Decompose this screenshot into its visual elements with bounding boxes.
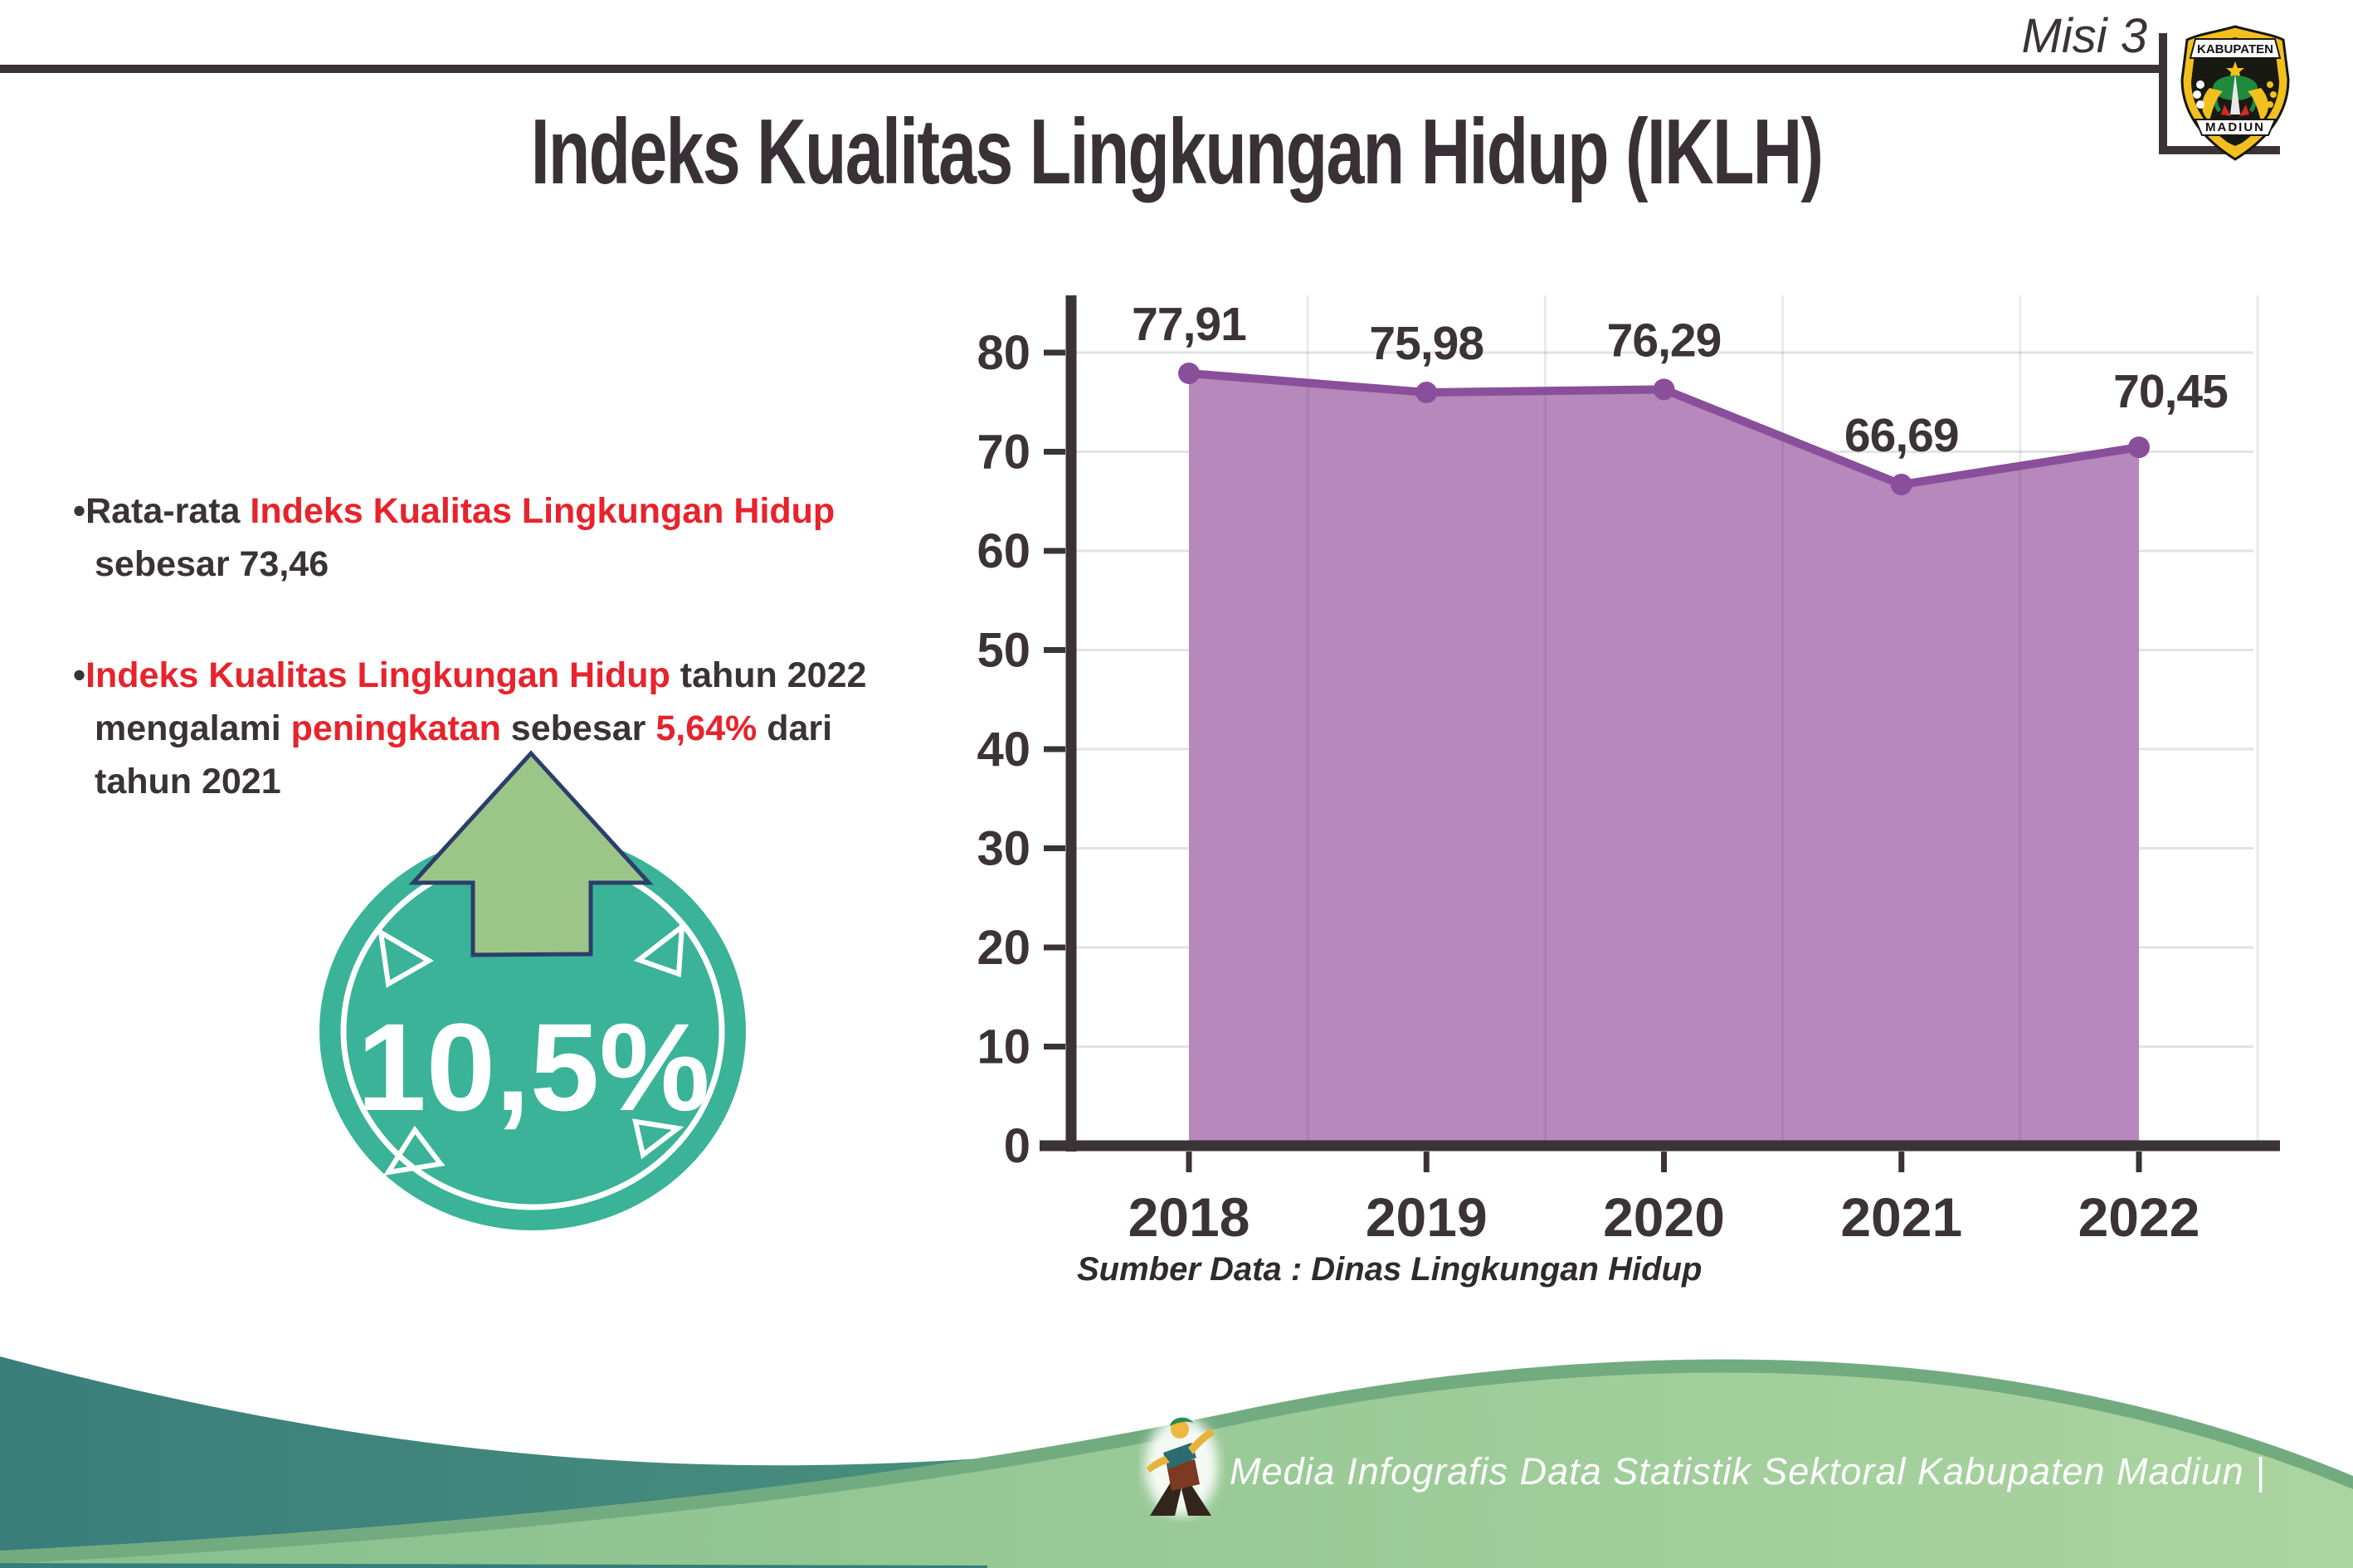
highlight-peningkatan: peningkatan (290, 709, 501, 748)
data-label: 77,91 (1132, 298, 1246, 351)
footer-credit: Media Infografis Data Statistik Sektoral… (1230, 1450, 2266, 1493)
page-title-wrap: Indeks Kualitas Lingkungan Hidup (IKLH) (0, 100, 2353, 203)
misi-label: Misi 3 (2021, 9, 2147, 63)
bullet-line: •Rata-rata Indeks Kualitas Lingkungan Hi… (73, 491, 835, 531)
up-arrow-icon (408, 750, 654, 957)
iklh-area-chart: 0 10 20 30 40 50 60 70 80 2018 2019 2020 2021 2022 77,… (977, 295, 2280, 1248)
y-tick-label: 20 (977, 921, 1030, 975)
y-tick-label: 30 (977, 822, 1030, 876)
x-tick-label: 2022 (2078, 1186, 2200, 1248)
y-tick-label: 50 (977, 624, 1030, 678)
data-point (1178, 362, 1200, 384)
badge-triangle-icon (382, 1125, 446, 1176)
insight-bullet-average: •Rata-rata Indeks Kualitas Lingkungan Hi… (73, 485, 1027, 591)
logo-banner (2194, 119, 2277, 136)
logo-left-wing (2202, 88, 2223, 121)
area-fill (1189, 373, 2139, 1147)
chart-source: Sumber Data : Dinas Lingkungan Hidup (1077, 1251, 1703, 1288)
logo-bottom-text: MADIUN (2205, 120, 2265, 134)
bullet-line: tahun 2021 (95, 762, 281, 801)
data-point (1415, 382, 1438, 404)
footer-bottom-strip (0, 1563, 987, 1568)
badge-value: 10,5% (357, 997, 709, 1137)
page-title: Indeks Kualitas Lingkungan Hidup (IKLH) (530, 100, 1824, 204)
logo-right-wing (2248, 88, 2268, 121)
logo-bracket-horizontal (2159, 146, 2280, 154)
data-point (1890, 474, 1912, 496)
y-tick-label: 0 (1004, 1119, 1030, 1173)
data-label: 70,45 (2113, 365, 2228, 418)
data-label: 75,98 (1369, 317, 1483, 370)
y-tick-label: 10 (977, 1020, 1030, 1074)
logo-ribbon (2189, 38, 2282, 59)
data-label: 76,29 (1607, 314, 1722, 367)
insight-bullet-increase: •Indeks Kualitas Lingkungan Hidup tahun … (73, 649, 1027, 808)
highlight-iklh: Indeks Kualitas Lingkungan Hidup (85, 655, 670, 695)
y-tick-label: 60 (977, 524, 1030, 578)
highlight-iklh: Indeks Kualitas Lingkungan Hidup (250, 491, 835, 531)
header-rule (0, 65, 2162, 73)
logo-bracket-vertical (2159, 33, 2167, 154)
y-tick-label: 70 (977, 426, 1030, 480)
y-tick-label: 80 (977, 326, 1030, 380)
data-label: 66,69 (1844, 409, 1959, 462)
y-tick-label: 40 (977, 723, 1030, 777)
bullet-line: •Indeks Kualitas Lingkungan Hidup tahun … (73, 655, 867, 695)
data-point (1653, 378, 1675, 401)
x-tick-label: 2020 (1603, 1186, 1725, 1248)
badge-triangle-icon (632, 1118, 684, 1160)
bullet-line: mengalami peningkatan sebesar 5,64% dari (95, 709, 833, 748)
badge-triangle-icon (633, 921, 685, 978)
badge-triangle-icon (378, 928, 434, 988)
x-tick-label: 2019 (1366, 1186, 1488, 1248)
x-tick-label: 2021 (1840, 1186, 1962, 1248)
bullet-line: sebesar 73,46 (95, 544, 329, 584)
statistics-mascot-icon (1145, 1416, 1218, 1516)
logo-top-text: KABUPATEN (2197, 42, 2273, 56)
logo-star-icon (2226, 61, 2244, 79)
kabupaten-madiun-logo-icon: KABUPATEN MADIUN (2180, 25, 2290, 161)
increase-badge: 10,5% (319, 750, 746, 1230)
data-point (2128, 436, 2150, 459)
x-tick-label: 2018 (1128, 1186, 1250, 1248)
highlight-percent: 5,64% (655, 709, 758, 748)
